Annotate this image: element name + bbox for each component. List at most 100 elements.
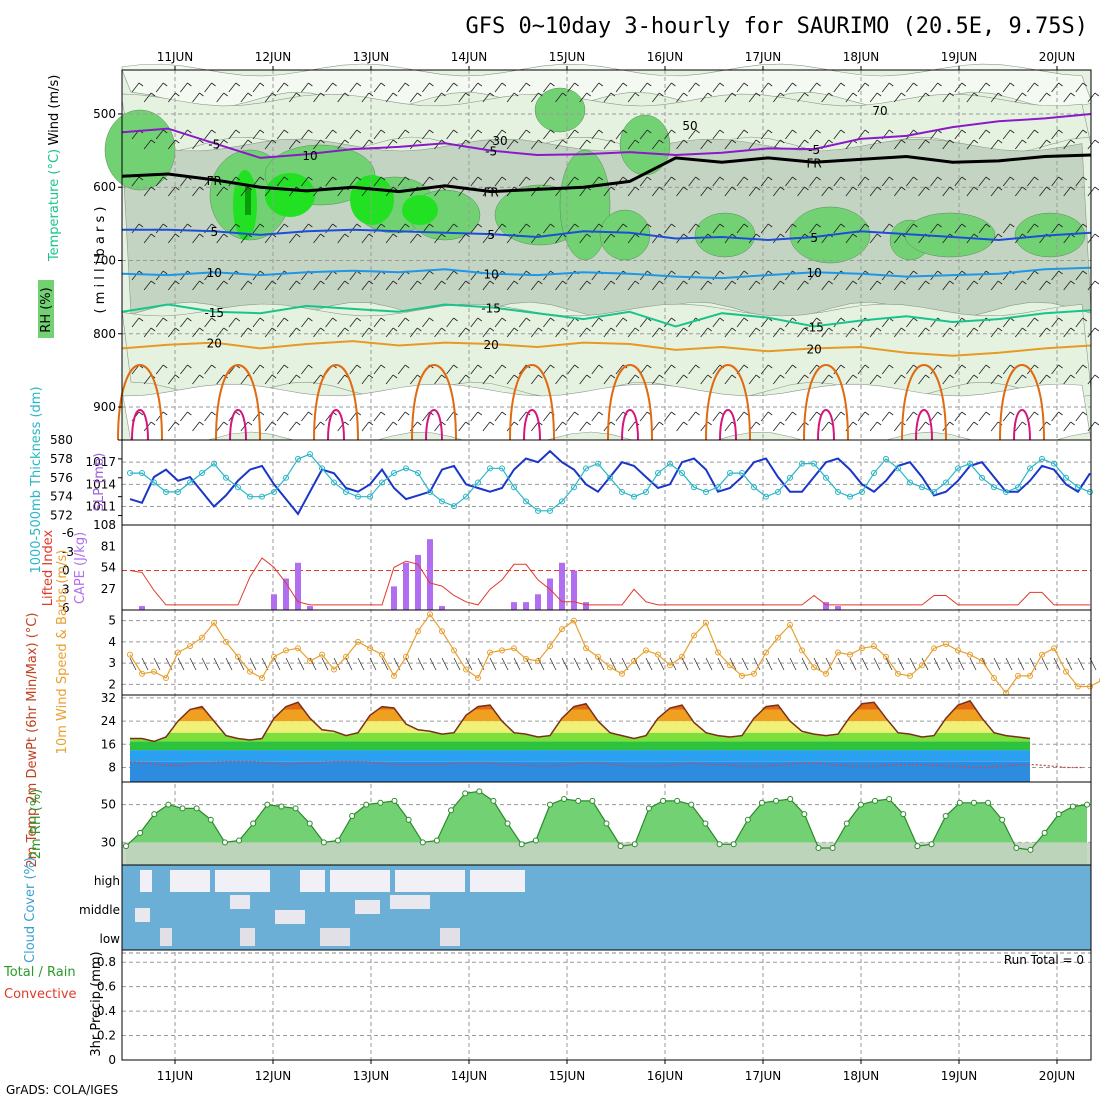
wind-barb-flag [283,364,289,369]
wind-barb-flag [271,139,277,144]
wind-barb-flag [465,327,470,332]
wind-barb [276,129,285,140]
wind-barb [204,317,212,328]
wind-barb-flag [1034,364,1039,369]
rh-contour-label: 30 [492,134,507,148]
thickness-marker [943,479,949,486]
li-line [129,557,1090,606]
wind-barb-flag [840,223,846,228]
wind-barb-flag [997,233,1003,238]
rh2m-marker [349,812,356,819]
wind-barb [893,186,902,197]
wind-barb-flag [925,186,930,191]
wind-barb [579,92,588,103]
isotherm--15 [121,303,1092,328]
thickness-marker [415,470,421,477]
wind-barb-flag [150,186,156,191]
wind-barb [325,82,333,93]
wind-barb-flag [876,421,882,426]
rh2m-marker [660,797,667,804]
wind-barb [845,186,854,197]
wind-barb [192,421,200,432]
wind-barb-flag [659,139,664,144]
temp-band [130,732,1030,742]
wind-barb-flag [961,270,967,275]
wind-barb [748,92,757,103]
wind-barb-flag [755,280,761,285]
rh2m-marker [886,795,893,802]
wind-barb-flag [937,270,942,275]
pressure-tick-label: 600 [93,180,116,194]
wind-barb [700,92,709,103]
wind-barb-flag [586,233,591,238]
wind-barb [397,176,406,187]
wind-barb [434,280,442,291]
wind-barb [409,233,418,244]
wind-barb-flag [368,280,374,285]
wind-barb-flag [634,233,640,238]
rh2m-marker [857,801,864,808]
thickness-tick-label: 580 [50,433,73,447]
wind-barb [1063,421,1072,432]
wind-barb [966,92,975,103]
wind-barb-flag [876,186,882,191]
wind-barb-flag [816,411,821,416]
cape-bar [547,578,553,610]
wind-tick-label: 5 [108,614,116,628]
wind-barb-flag [1034,176,1039,181]
wind-barb-flag [320,327,325,332]
wind-barb-flag [767,364,773,369]
wind10-marker [775,634,781,641]
wind-barb-flag [876,233,882,238]
wind-barb [385,280,394,291]
wind-barb [821,374,830,385]
wind-barb [276,364,285,375]
wind-barb-flag [731,139,737,144]
wind-barb [167,92,176,103]
wind-barb-flag [913,411,918,416]
rh2m-marker [575,797,582,804]
wind-barb-flag [332,82,337,87]
wind-barb-flag [671,411,676,416]
wind-barb [591,364,600,375]
isotherm-20 [121,340,1092,357]
isotherm-hot-arc [915,409,933,441]
wind-barb [627,327,636,338]
wind-barb [518,223,527,234]
wind-barb [288,421,297,432]
wind-barb [180,270,188,281]
wind10-barb [549,657,557,671]
wind-barb-flag [175,186,180,191]
wind-barb [1075,411,1084,422]
wind-barb-flag [1058,223,1063,228]
wind-barb-flag [840,82,846,87]
wind-barb [809,411,817,422]
wind-barb-flag [368,421,374,426]
wind10-marker [1039,651,1045,658]
wind-barb-flag [332,317,337,322]
wind-barb-flag [441,374,446,379]
thickness-marker [763,493,769,500]
wind-barb-flag [344,421,349,426]
wind-barb-flag [501,317,507,322]
wind-barb [143,92,152,103]
wind-barb [833,82,842,93]
wind-barb [651,92,660,103]
wind-barb-flag [707,327,712,332]
cloud-gap-high [300,870,325,892]
wind-barb [288,280,297,291]
wind-barb-flag [392,233,398,238]
wind-barb [1063,327,1072,338]
wind-barb [143,280,152,291]
wind-barb-flag [368,327,374,332]
wind-barb-flag [961,411,967,416]
wind-barb [1063,374,1072,385]
wind10-barb [321,657,329,671]
wind-barb-flag [477,82,483,87]
wind-barb [869,327,878,338]
wind-barb [869,421,878,432]
wind-barb [712,176,721,187]
wind-barb [845,374,854,385]
wind-barb-flag [356,317,362,322]
wind-barb [143,186,152,197]
